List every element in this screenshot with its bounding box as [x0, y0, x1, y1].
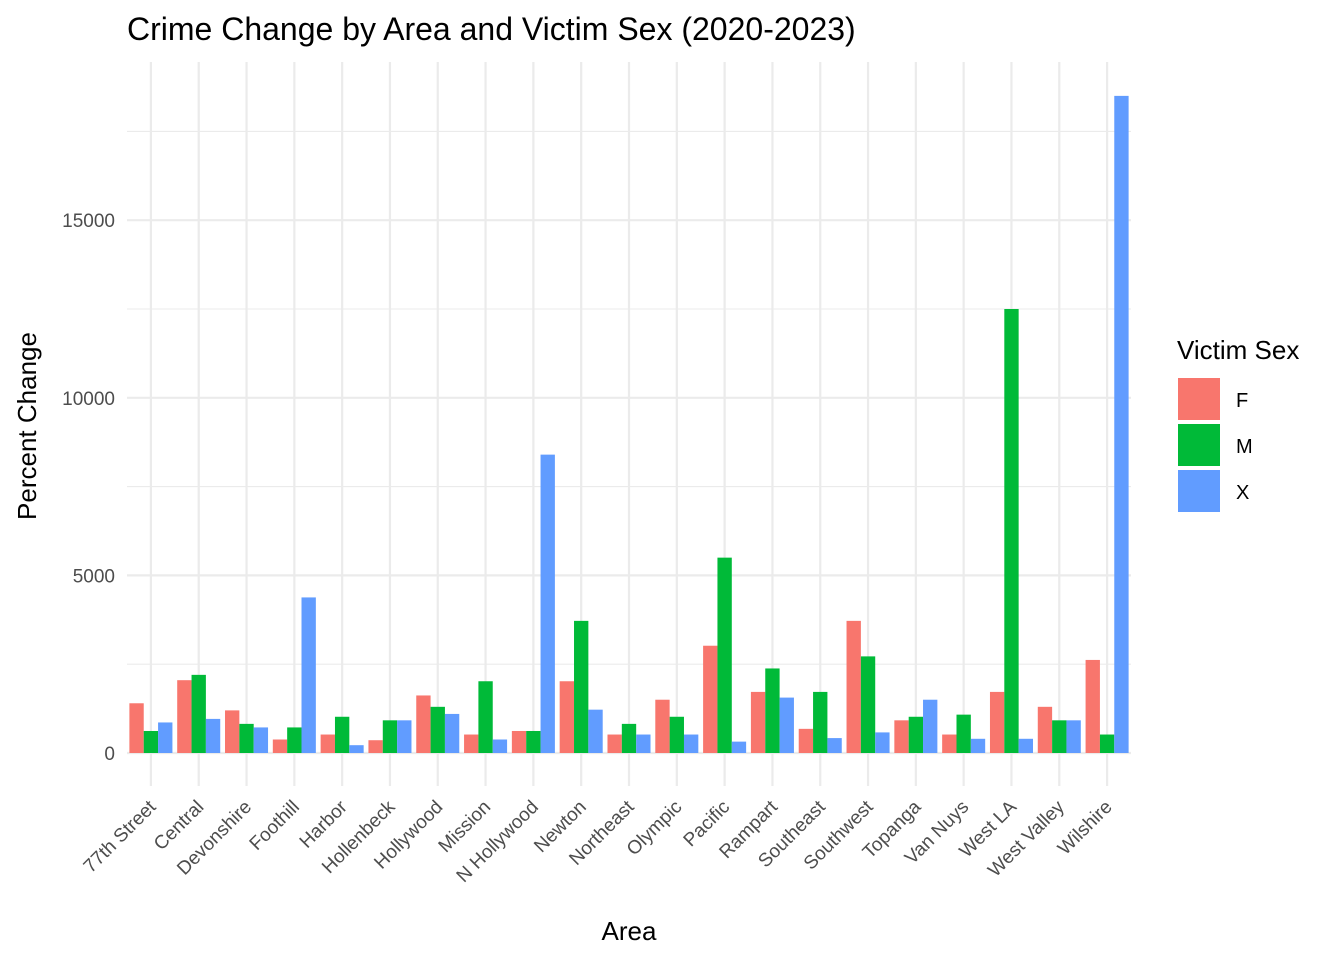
bar-M	[1004, 309, 1019, 753]
bar-F	[1085, 659, 1100, 753]
legend: Victim Sex F M X	[1177, 335, 1299, 512]
bar-M	[143, 730, 159, 753]
bar-F	[511, 730, 527, 753]
bar-M	[669, 716, 684, 753]
x-axis-title: Area	[602, 916, 657, 946]
bar-F	[942, 734, 957, 753]
bar-X	[683, 734, 699, 753]
legend-key-X	[1178, 470, 1220, 512]
y-tick-label: 5000	[73, 566, 115, 587]
y-axis-title: Percent Change	[12, 332, 42, 520]
y-tick-label: 0	[104, 744, 115, 765]
bar-X	[540, 454, 555, 753]
bar-X	[492, 739, 508, 753]
bar-X	[397, 720, 412, 753]
bar-X	[827, 738, 842, 753]
grid	[127, 62, 1131, 786]
legend-label-M: M	[1236, 436, 1253, 458]
bar-F	[177, 680, 192, 753]
bar-X	[1018, 738, 1033, 753]
bar-M	[287, 727, 302, 753]
bar-F	[989, 691, 1005, 753]
bar-F	[225, 710, 240, 753]
bar-F	[272, 739, 288, 753]
bar-M	[621, 723, 637, 753]
bar-X	[588, 709, 603, 753]
legend-label-X: X	[1236, 482, 1249, 504]
bar-F	[559, 681, 575, 753]
y-tick-label: 10000	[62, 389, 115, 410]
bar-M	[382, 720, 398, 753]
bar-X	[636, 734, 651, 753]
bar-F	[464, 734, 479, 753]
bar-M	[526, 730, 541, 753]
bar-X	[158, 722, 173, 753]
bars	[129, 95, 1129, 753]
x-tick-label: 77th Street	[80, 796, 161, 877]
bar-M	[574, 620, 589, 753]
bar-M	[334, 716, 350, 753]
bar-X	[779, 697, 794, 753]
bar-M	[813, 691, 828, 753]
bar-X	[205, 718, 221, 753]
chart-title: Crime Change by Area and Victim Sex (202…	[127, 11, 856, 47]
bar-F	[129, 703, 144, 753]
bar-X	[253, 727, 269, 753]
bar-X	[1066, 720, 1081, 753]
bar-X	[301, 597, 316, 753]
bar-F	[846, 620, 861, 753]
bar-M	[191, 674, 206, 753]
legend-label-F: F	[1236, 390, 1248, 412]
bar-M	[956, 714, 971, 753]
bar-F	[416, 695, 431, 753]
bar-X	[444, 713, 460, 753]
bar-F	[320, 734, 335, 753]
bar-F	[894, 720, 909, 753]
bar-F	[1037, 706, 1053, 753]
bar-F	[798, 728, 814, 753]
bar-X	[970, 738, 986, 753]
bar-F	[703, 645, 718, 753]
bar-M	[765, 668, 780, 753]
x-tick-label: Foothill	[246, 797, 304, 855]
x-axis-ticks: 77th StreetCentralDevonshireFoothillHarb…	[80, 796, 1117, 887]
bar-M	[430, 706, 445, 753]
bar-F	[655, 699, 670, 753]
legend-title: Victim Sex	[1177, 335, 1299, 365]
bar-X	[1114, 95, 1129, 753]
bar-M	[478, 681, 493, 753]
bar-F	[368, 740, 383, 753]
bar-M	[860, 656, 876, 753]
y-axis-ticks: 0 5000 10000 15000	[62, 211, 115, 765]
x-tick-label: Wilshire	[1054, 797, 1117, 860]
legend-key-F	[1178, 378, 1220, 420]
bar-X	[349, 745, 364, 753]
bar-M	[908, 716, 924, 753]
bar-X	[923, 699, 938, 753]
bar-F	[750, 691, 766, 753]
bar-X	[875, 732, 890, 753]
bar-M	[239, 723, 254, 753]
bar-M	[1052, 720, 1067, 753]
legend-key-M	[1178, 424, 1220, 466]
y-tick-label: 15000	[62, 211, 115, 232]
bar-M	[1099, 734, 1115, 753]
bar-F	[607, 734, 622, 753]
bar-X	[731, 741, 747, 753]
bar-M	[717, 557, 732, 753]
